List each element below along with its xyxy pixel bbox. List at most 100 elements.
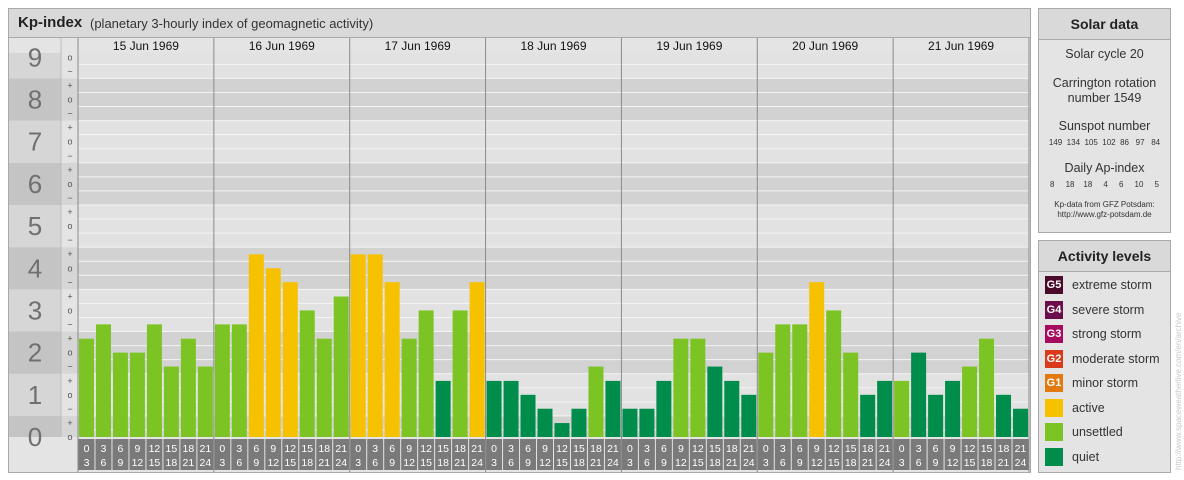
hour-label-end: 24: [879, 457, 891, 469]
hour-label-end: 3: [84, 457, 90, 469]
activity-levels-heading: Activity levels: [1039, 241, 1170, 272]
hour-label-start: 0: [84, 443, 90, 455]
hour-label-start: 18: [998, 443, 1010, 455]
hour-cell: [723, 439, 740, 470]
hour-label-start: 6: [933, 443, 939, 455]
hour-label-end: 24: [471, 457, 483, 469]
minor-tick-label: +: [67, 123, 72, 133]
hour-label-end: 18: [981, 457, 993, 469]
chart-header: Kp-index (planetary 3-hourly index of ge…: [9, 9, 1030, 38]
hour-cell: [961, 439, 978, 470]
hour-label-start: 6: [253, 443, 259, 455]
kp-bar: [724, 380, 740, 437]
kp-label-bg: [9, 204, 61, 248]
hour-label-end: 12: [539, 457, 551, 469]
legend-label: moderate storm: [1072, 351, 1160, 366]
hour-label-start: 18: [590, 443, 602, 455]
kp-bar: [112, 352, 128, 437]
legend-swatch: [1045, 398, 1063, 417]
hour-label-end: 21: [318, 457, 330, 469]
hour-label-end: 15: [420, 457, 432, 469]
hour-label-start: 3: [508, 443, 514, 455]
kp-bar: [401, 338, 417, 437]
hour-label-end: 15: [964, 457, 976, 469]
kp-bar: [197, 366, 213, 437]
kp-bar: [367, 254, 383, 437]
kp-bar: [996, 394, 1012, 437]
sunspot-values: 149 134 105 102 86 97 84: [1048, 138, 1161, 147]
hour-label-start: 3: [916, 443, 922, 455]
hour-cell: [265, 439, 282, 470]
hour-label-end: 12: [675, 457, 687, 469]
hour-label-start: 12: [692, 443, 704, 455]
minor-tick-label: o: [67, 179, 72, 189]
minor-tick-label: +: [67, 376, 72, 386]
hour-label-end: 3: [763, 457, 769, 469]
day-label: 16 Jun 1969: [249, 39, 315, 53]
kp-band-bg: [78, 247, 1029, 290]
kp-bar: [79, 338, 94, 437]
legend-label: extreme storm: [1072, 278, 1152, 292]
minor-tick-label: −: [67, 320, 72, 330]
y-tick-label: 1: [28, 380, 42, 410]
minor-tick-label: o: [67, 348, 72, 358]
legend-label: quiet: [1072, 449, 1100, 464]
hour-label-end: 3: [899, 457, 905, 469]
hour-label-end: 21: [726, 457, 738, 469]
hour-label-end: 6: [372, 457, 378, 469]
hour-cell: [452, 439, 469, 470]
day-label: 20 Jun 1969: [792, 39, 858, 53]
hour-label-end: 6: [508, 457, 514, 469]
kp-label-bg: [9, 415, 61, 437]
hour-label-end: 12: [403, 457, 415, 469]
hour-cell: [672, 439, 689, 470]
hour-label-start: 15: [437, 443, 449, 455]
hour-label-start: 0: [899, 443, 905, 455]
minor-tick-label: +: [67, 80, 72, 90]
hour-label-end: 6: [916, 457, 922, 469]
kp-bar: [911, 352, 927, 437]
kp-bar: [962, 366, 978, 437]
hour-label-start: 21: [607, 443, 619, 455]
hour-label-end: 3: [355, 457, 361, 469]
hour-cell: [486, 439, 503, 470]
kp-bar: [520, 394, 536, 437]
hour-label-end: 21: [454, 457, 466, 469]
kp-bar: [469, 282, 485, 437]
hour-label-end: 3: [219, 457, 225, 469]
y-tick-label: 8: [28, 85, 42, 115]
hour-label-end: 6: [780, 457, 786, 469]
kp-minor-bg: [61, 373, 78, 416]
kp-bar: [775, 324, 791, 437]
legend-swatch: G3: [1045, 325, 1063, 343]
legend-swatch: [1045, 423, 1063, 441]
kp-band-bg: [78, 415, 1029, 437]
hour-label-start: 6: [661, 443, 667, 455]
kp-bar: [163, 366, 179, 437]
minor-tick-label: −: [67, 151, 72, 161]
hour-label-start: 15: [573, 443, 585, 455]
kp-label-bg: [9, 162, 61, 205]
hour-cell: [197, 439, 214, 470]
hour-label-start: 9: [135, 443, 141, 455]
kp-bar: [333, 296, 349, 437]
hour-label-start: 9: [406, 443, 412, 455]
hour-label-end: 21: [862, 457, 874, 469]
chart-title: Kp-index: [18, 14, 83, 31]
hour-cell: [333, 439, 350, 470]
hour-label-start: 9: [542, 443, 548, 455]
kp-bar: [792, 324, 808, 437]
hour-label-end: 24: [335, 457, 347, 469]
kp-bar: [809, 282, 825, 437]
hour-cell: [978, 439, 995, 470]
minor-tick-label: −: [67, 277, 72, 287]
kp-bar: [588, 366, 604, 437]
legend-swatch: G4: [1045, 300, 1063, 319]
hour-cell: [638, 439, 655, 470]
hour-label-end: 18: [709, 457, 721, 469]
hour-cell: [384, 439, 401, 470]
kp-bar: [486, 380, 502, 437]
hour-label-end: 18: [437, 457, 449, 469]
hour-label-end: 9: [389, 457, 395, 469]
minor-tick-label: +: [67, 418, 72, 428]
